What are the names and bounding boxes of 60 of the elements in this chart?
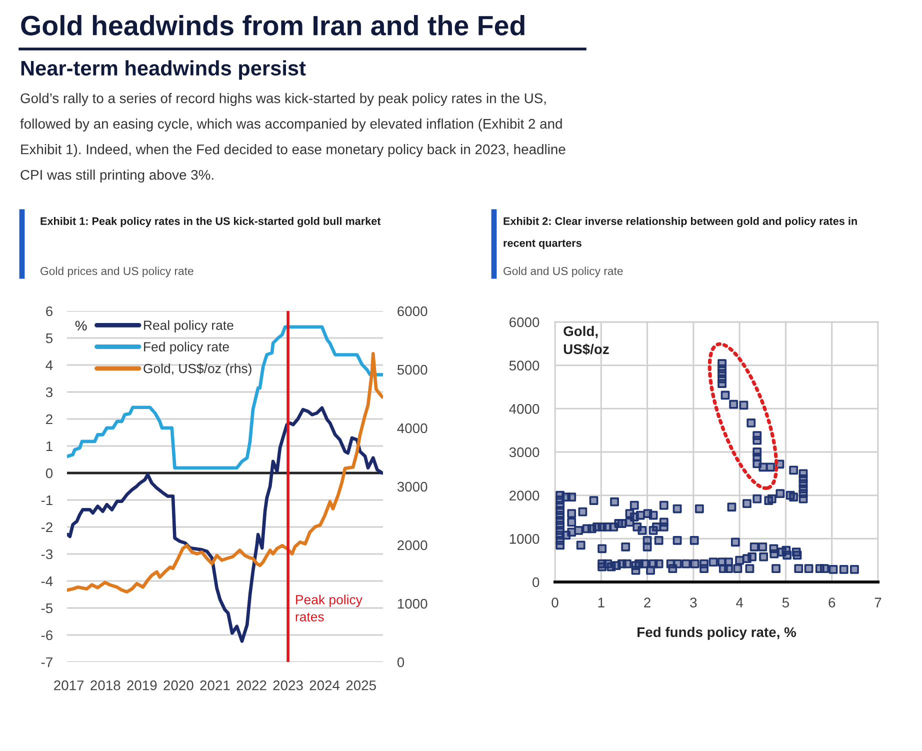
x-tick-label: 3	[690, 598, 697, 608]
line-series	[67, 406, 383, 643]
y-tick-label: 4	[46, 360, 53, 370]
y-tick-label: 2000	[510, 490, 540, 501]
chart-subtitle: Gold prices and US policy rate	[40, 266, 194, 278]
x-tick-label: 1	[598, 598, 604, 608]
x-tick-label: 2	[644, 598, 650, 608]
x-tick-label: 2019	[127, 680, 157, 690]
legend-label: Gold, US$/oz (rhs)	[144, 363, 252, 376]
y-tick-label: 5	[46, 333, 53, 344]
y-tick-label: 3	[46, 387, 52, 398]
text: Near-term headwinds persist	[21, 60, 306, 80]
y-tick-label: 3000	[509, 447, 540, 458]
y-tick-label: -2	[41, 522, 52, 532]
text: Gold headwinds from Iran and the Fed	[21, 15, 524, 36]
y2-tick-label: 2000	[398, 540, 428, 550]
y-tick-label: 0	[532, 577, 540, 588]
x-tick-label: 2025	[346, 680, 376, 690]
y-tick-label: 0	[46, 468, 53, 478]
x-tick-label: 2021	[200, 680, 230, 690]
y2-tick-label: 3000	[397, 482, 428, 492]
x-tick-label: 4	[736, 598, 744, 608]
y-tick-label: -5	[41, 603, 53, 614]
chart-title: Exhibit 1: Peak policy rates in the US kick-started gold bull market	[40, 217, 381, 228]
y2-tick-label: 5000	[397, 364, 428, 375]
x-tick-label: 7	[874, 598, 882, 608]
y-tick-label: 6	[46, 306, 52, 316]
ref-line-label: Peak policy rates	[296, 594, 362, 622]
y-axis-title: Gold, US$/oz	[564, 326, 609, 355]
x-tick-label: 2020	[164, 680, 194, 690]
y-tick-label: 5000	[509, 360, 540, 371]
y-tick-label: -1	[41, 495, 52, 506]
x-tick-label: 2018	[90, 680, 120, 690]
y-tick-label: -6	[41, 630, 52, 640]
y2-tick-label: 1000	[398, 598, 428, 609]
y-tick-label: 2	[46, 414, 52, 424]
y-tick-label: 6000	[510, 317, 540, 328]
x-tick-label: 2023	[273, 680, 303, 690]
y-tick-label: 1	[46, 441, 52, 452]
x-tick-label: 0	[552, 598, 558, 608]
y2-tick-label: 4000	[397, 423, 428, 434]
x-tick-label: 2017	[54, 680, 84, 690]
y-tick-label: -3	[41, 549, 52, 560]
x-axis-title: Fed funds policy rate, %	[638, 626, 796, 640]
y-tick-label: -4	[41, 576, 53, 586]
y-tick-label: 4000	[509, 404, 540, 414]
text: Gold’s rally to a series of record highs was kick-started by peak policy rates in the US, followed by an easing cycle, which was accompanied by elevated inflation (Exhibit 2 and Exhibit 1). Indeed, when the Fed decided to ease monetary policy back in 2023, headline CPI was still printing above 3%.	[20, 93, 566, 183]
x-tick-label: 2024	[310, 680, 340, 690]
y2-tick-label: 6000	[398, 306, 428, 316]
x-tick-label: 6	[828, 598, 836, 608]
y-tick-label: -7	[41, 657, 52, 668]
y-tick-label: 1000	[510, 534, 540, 544]
legend-label: Real policy rate	[144, 320, 234, 333]
x-tick-label: 5	[782, 598, 789, 608]
y-axis-title: %	[75, 320, 87, 330]
x-tick-label: 2022	[236, 680, 266, 690]
legend-label: Fed policy rate	[144, 342, 229, 354]
chart-title: Exhibit 2: Clear inverse relationship between gold and policy rates in recent quarters	[504, 217, 857, 250]
chart-subtitle: Gold and US policy rate	[504, 266, 623, 278]
y2-tick-label: 0	[397, 657, 404, 668]
